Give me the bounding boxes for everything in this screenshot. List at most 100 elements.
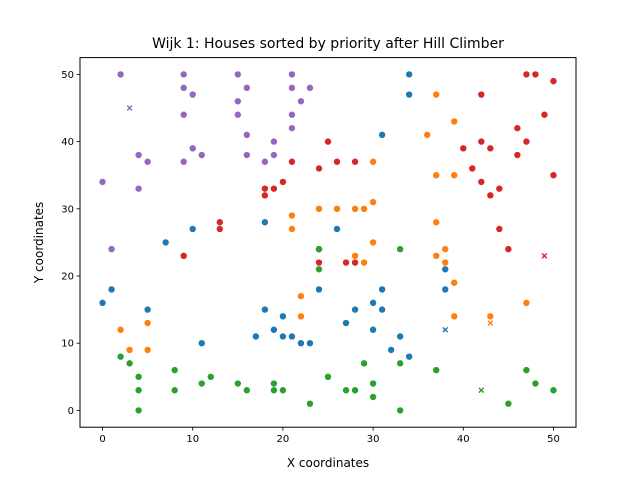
house-point xyxy=(360,205,368,212)
house-point xyxy=(261,185,269,192)
house-point xyxy=(180,71,187,78)
house-point xyxy=(324,373,332,380)
house-point xyxy=(288,84,296,92)
house-point xyxy=(126,360,133,367)
battery-marker xyxy=(442,326,449,333)
house-point xyxy=(378,131,386,139)
house-point xyxy=(451,172,458,179)
house-point xyxy=(360,259,368,266)
chart-title: Wijk 1: Houses sorted by priority after … xyxy=(152,36,504,52)
house-point xyxy=(550,77,557,85)
house-point xyxy=(216,225,223,233)
house-point xyxy=(108,245,115,253)
house-point xyxy=(487,313,494,320)
house-point xyxy=(135,151,142,159)
y-axis-ticks: 0 10 20 30 40 50 xyxy=(61,70,80,417)
battery-marker xyxy=(478,387,485,394)
house-point xyxy=(369,380,377,387)
house-point xyxy=(297,313,305,320)
house-point xyxy=(207,373,214,380)
house-point xyxy=(180,84,187,92)
house-point xyxy=(180,158,187,165)
house-point xyxy=(433,91,440,98)
house-point xyxy=(315,245,323,253)
house-point xyxy=(496,225,503,233)
house-point xyxy=(360,360,368,367)
house-point xyxy=(306,400,314,407)
battery-marker xyxy=(541,252,548,259)
house-point xyxy=(315,165,323,172)
house-point xyxy=(369,299,377,307)
house-point xyxy=(117,71,124,78)
house-point xyxy=(405,353,413,360)
house-point xyxy=(198,380,205,387)
house-point xyxy=(288,158,296,165)
x-tick-label: 20 xyxy=(277,434,290,445)
house-point xyxy=(180,252,187,260)
house-point xyxy=(270,185,278,192)
house-point xyxy=(279,387,287,394)
house-point xyxy=(171,387,178,394)
house-point xyxy=(198,151,205,159)
x-tick-label: 10 xyxy=(186,434,199,445)
house-point xyxy=(315,286,323,293)
house-point xyxy=(288,111,296,118)
house-point xyxy=(288,225,296,233)
house-point xyxy=(261,219,269,226)
house-point xyxy=(135,373,142,380)
house-point xyxy=(288,333,296,340)
house-point xyxy=(396,333,404,340)
house-point xyxy=(216,219,223,226)
house-point xyxy=(369,239,377,246)
house-point xyxy=(324,138,332,145)
house-point xyxy=(99,299,106,307)
house-point xyxy=(369,393,377,401)
house-point xyxy=(270,387,278,394)
y-axis-label: Y coordinates xyxy=(32,202,46,284)
house-point xyxy=(523,138,530,145)
x-tick-label: 0 xyxy=(99,434,105,445)
house-point xyxy=(396,407,404,414)
house-point xyxy=(451,313,458,320)
house-point xyxy=(117,326,124,333)
house-point xyxy=(369,198,377,206)
house-point xyxy=(469,165,476,172)
house-point xyxy=(496,185,503,192)
house-point xyxy=(523,366,530,374)
house-point xyxy=(288,124,296,132)
y-tick-label: 50 xyxy=(61,70,74,81)
house-point xyxy=(288,212,296,219)
house-point xyxy=(433,219,440,226)
house-point xyxy=(442,286,449,293)
house-point xyxy=(351,259,359,266)
house-point xyxy=(405,91,413,98)
plot-frame xyxy=(79,57,577,428)
house-point xyxy=(442,259,449,266)
house-point xyxy=(180,111,187,118)
x-tick-label: 30 xyxy=(367,434,380,445)
house-point xyxy=(234,111,242,118)
house-point xyxy=(351,158,359,165)
house-point xyxy=(99,178,106,186)
house-point xyxy=(342,259,350,266)
house-point xyxy=(261,158,269,165)
house-point xyxy=(523,299,530,307)
y-tick-label: 10 xyxy=(61,339,74,350)
plot-points xyxy=(99,71,557,414)
house-point xyxy=(261,192,269,199)
house-point xyxy=(478,178,485,186)
house-point xyxy=(505,400,512,407)
y-tick-label: 20 xyxy=(61,272,74,283)
house-point xyxy=(523,71,530,78)
house-point xyxy=(243,131,251,139)
battery-marker xyxy=(126,105,133,111)
house-point xyxy=(396,360,404,367)
house-point xyxy=(144,346,151,354)
house-point xyxy=(144,158,151,165)
house-point xyxy=(297,98,305,105)
house-point xyxy=(505,245,512,253)
house-point xyxy=(252,333,260,340)
house-point xyxy=(261,306,269,313)
x-tick-label: 40 xyxy=(457,434,470,445)
